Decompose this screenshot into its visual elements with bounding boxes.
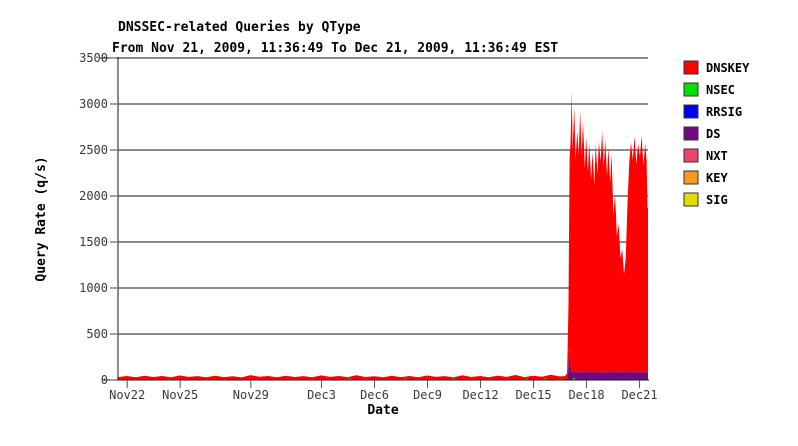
x-tick-label: Dec6: [360, 388, 389, 402]
legend: DNSKEY NSEC RRSIG DS NXT KEY: [683, 60, 750, 207]
nsec-blip: [525, 378, 528, 380]
gridlines: [100, 57, 648, 335]
y-tick-label: 2500: [79, 143, 108, 157]
y-tick-label: 3000: [79, 97, 108, 111]
nsec-blip: [404, 378, 407, 380]
nsec-blip: [452, 378, 455, 380]
legend-label-sig: SIG: [706, 193, 728, 207]
chart-subtitle: From Nov 21, 2009, 11:36:49 To Dec 21, 2…: [112, 41, 558, 56]
legend-swatch-dnskey: [683, 60, 699, 75]
y-tick-label: 1500: [79, 235, 108, 249]
y-tick-label: 3500: [79, 51, 108, 65]
x-axis-ticks: Nov22 Nov25 Nov29 Dec3 Dec6 Dec9 Dec12 Dec15 Dec…: [109, 380, 658, 402]
nsec-blip: [348, 378, 351, 380]
x-tick-label: Dec12: [462, 388, 498, 402]
legend-label-nsec: NSEC: [706, 83, 735, 97]
legend-item-key: KEY: [683, 170, 728, 185]
series-ds-area: [118, 345, 648, 380]
legend-item-rrsig: RRSIG: [683, 104, 742, 119]
legend-swatch-rrsig: [683, 104, 699, 119]
x-tick-label: Dec9: [413, 388, 442, 402]
y-tick-label: 500: [86, 327, 108, 341]
x-axis-label: Date: [367, 403, 398, 418]
legend-label-dnskey: DNSKEY: [706, 61, 750, 75]
y-axis-label: Query Rate (q/s): [34, 156, 49, 281]
legend-swatch-sig: [683, 192, 699, 207]
nsec-blip: [544, 378, 547, 380]
legend-swatch-key: [683, 170, 699, 185]
x-tick-label: Nov29: [233, 388, 269, 402]
x-tick-label: Dec18: [568, 388, 604, 402]
legend-label-nxt: NXT: [706, 149, 728, 163]
x-tick-label: Dec3: [307, 388, 336, 402]
y-tick-label: 1000: [79, 281, 108, 295]
x-tick-label: Dec21: [621, 388, 657, 402]
legend-label-key: KEY: [706, 171, 728, 185]
legend-label-ds: DS: [706, 127, 720, 141]
legend-swatch-nsec: [683, 82, 699, 97]
y-tick-label: 0: [101, 373, 108, 387]
legend-item-sig: SIG: [683, 192, 728, 207]
chart-title: DNSSEC-related Queries by QType: [118, 20, 361, 35]
nsec-blip: [572, 377, 575, 380]
legend-swatch-nxt: [683, 148, 699, 163]
x-tick-label: Dec15: [515, 388, 551, 402]
legend-label-rrsig: RRSIG: [706, 105, 742, 119]
legend-item-dnskey: DNSKEY: [683, 60, 750, 75]
legend-item-nxt: NXT: [683, 148, 728, 163]
series-dnskey-area: [118, 92, 648, 380]
x-tick-label: Nov22: [109, 388, 145, 402]
legend-item-ds: DS: [683, 126, 720, 141]
series-nsec-blips: [348, 377, 575, 380]
y-tick-label: 2000: [79, 189, 108, 203]
x-tick-label: Nov25: [162, 388, 198, 402]
legend-item-nsec: NSEC: [683, 82, 735, 97]
y-axis-ticks: 0 500 1000 1500 2000 2500 3000 3500: [79, 51, 117, 387]
legend-swatch-ds: [683, 126, 699, 141]
